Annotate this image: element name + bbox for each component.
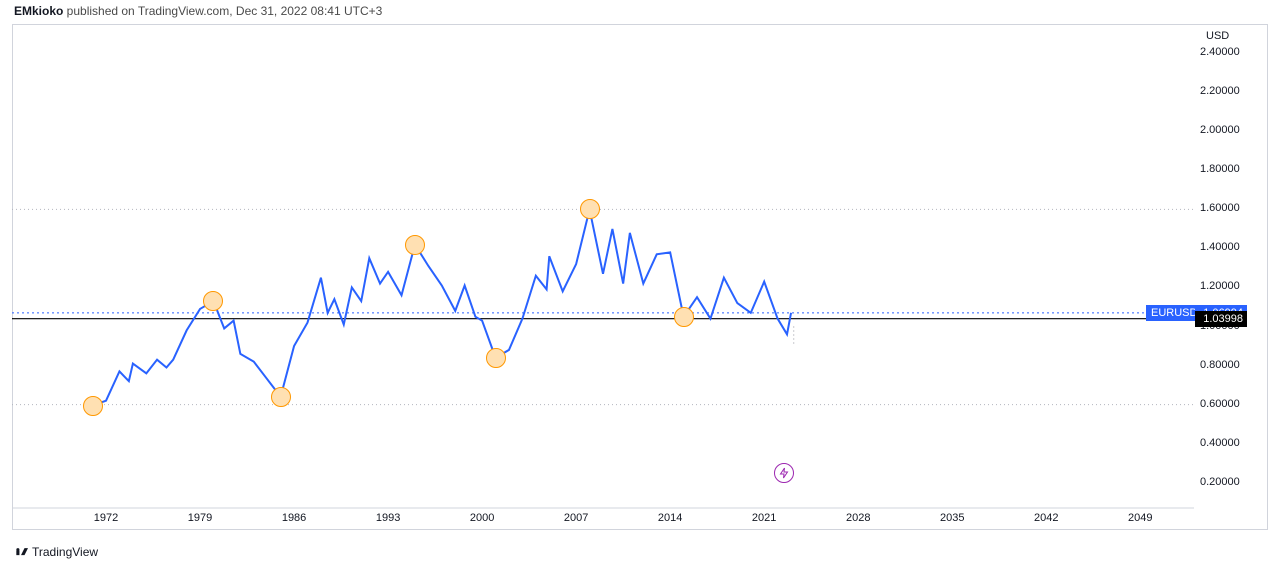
price-axis-pane[interactable] (1194, 24, 1268, 530)
chart-annotation-marker[interactable] (674, 307, 694, 327)
y-axis-tick: 1.60000 (1200, 202, 1240, 214)
y-axis-tick: 0.40000 (1200, 437, 1240, 449)
y-axis-tick: 2.40000 (1200, 46, 1240, 58)
chart-annotation-marker[interactable] (486, 348, 506, 368)
tradingview-logo-icon (14, 545, 28, 559)
x-axis-tick: 2014 (658, 512, 682, 524)
x-axis-tick: 2049 (1128, 512, 1152, 524)
symbol-badge[interactable]: EURUSD (1146, 305, 1202, 321)
y-axis-tick: 0.20000 (1200, 476, 1240, 488)
x-axis-tick: 1972 (94, 512, 118, 524)
chart-annotation-marker[interactable] (405, 235, 425, 255)
y-axis-tick: 2.00000 (1200, 124, 1240, 136)
publish-info: EMkioko published on TradingView.com, De… (14, 4, 382, 18)
y-axis-unit: USD (1206, 30, 1229, 42)
x-axis-tick: 1979 (188, 512, 212, 524)
y-axis-tick: 0.80000 (1200, 359, 1240, 371)
x-axis-tick: 2042 (1034, 512, 1058, 524)
tradingview-brand[interactable]: TradingView (14, 545, 98, 559)
publish-author: EMkioko (14, 4, 63, 18)
y-axis-tick: 1.20000 (1200, 280, 1240, 292)
chart-annotation-marker[interactable] (580, 199, 600, 219)
chart-annotation-marker[interactable] (203, 291, 223, 311)
x-axis-tick: 2028 (846, 512, 870, 524)
publish-meta: published on TradingView.com, Dec 31, 20… (63, 4, 382, 18)
x-axis-tick: 2021 (752, 512, 776, 524)
x-axis-tick: 1986 (282, 512, 306, 524)
lightning-icon[interactable] (774, 463, 794, 483)
chart-annotation-marker[interactable] (271, 387, 291, 407)
y-axis-tick: 2.20000 (1200, 85, 1240, 97)
hline-price-badge[interactable]: 1.03998 (1195, 311, 1247, 327)
x-axis-tick: 1993 (376, 512, 400, 524)
x-axis-tick: 2035 (940, 512, 964, 524)
y-axis-tick: 1.80000 (1200, 163, 1240, 175)
chart-svg (12, 24, 1194, 530)
x-axis-tick: 2007 (564, 512, 588, 524)
y-axis-tick: 1.40000 (1200, 241, 1240, 253)
brand-label: TradingView (32, 545, 98, 559)
x-axis-tick: 2000 (470, 512, 494, 524)
y-axis-tick: 0.60000 (1200, 398, 1240, 410)
chart-annotation-marker[interactable] (83, 396, 103, 416)
